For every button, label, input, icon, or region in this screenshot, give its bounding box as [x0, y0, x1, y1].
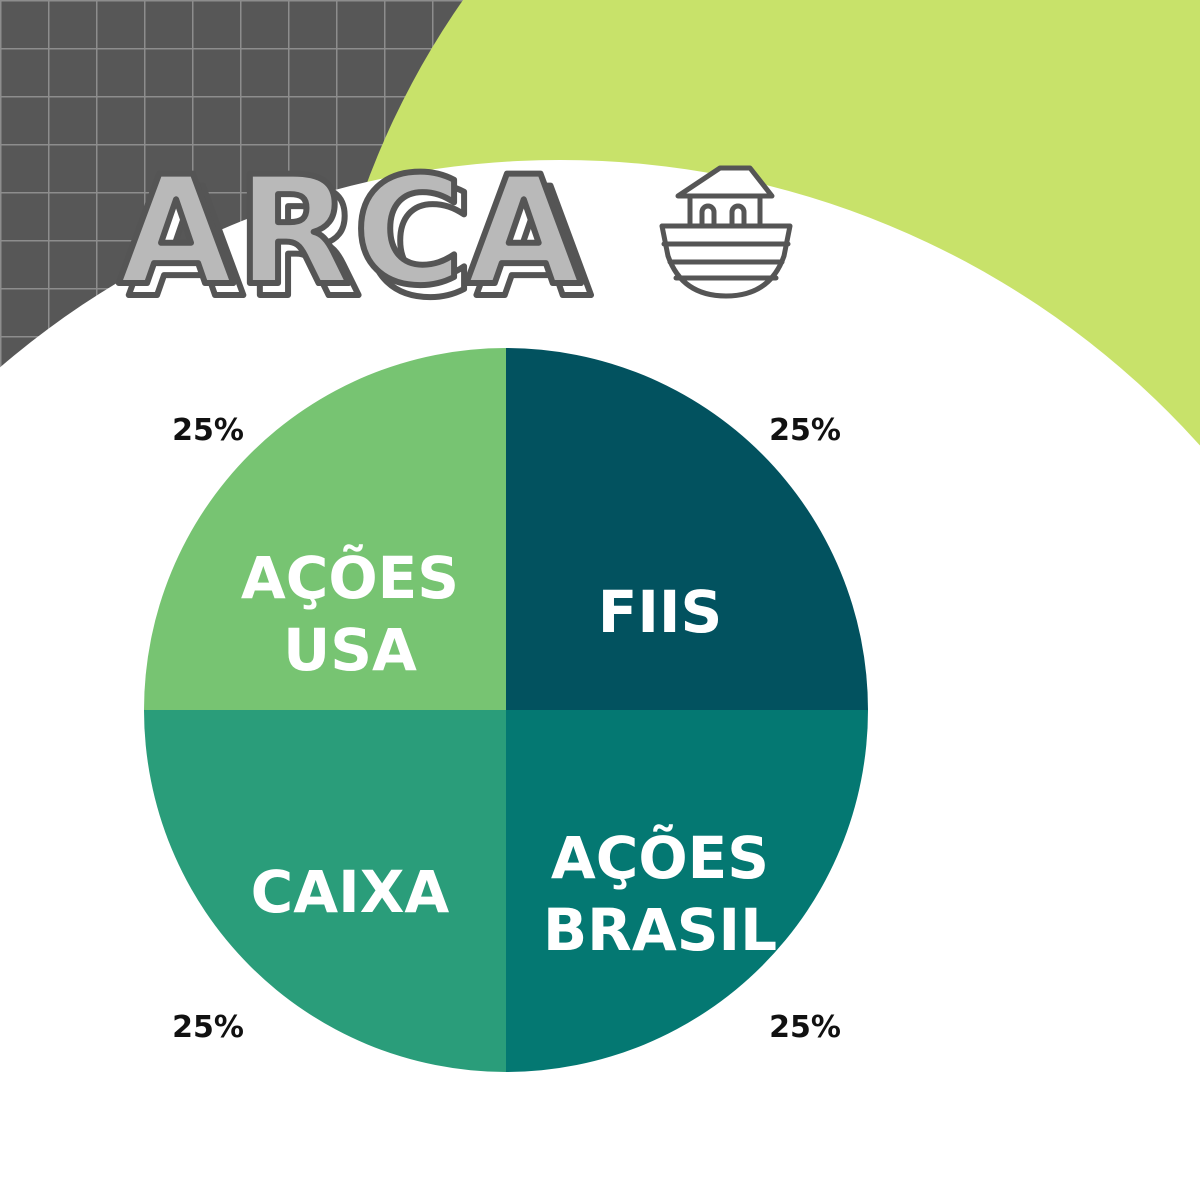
percentage-labels: 25% 25% 25% 25%	[172, 413, 841, 1045]
title-shadow: ARCA	[128, 157, 594, 331]
slice-label-bottom-left: CAIXA	[251, 858, 450, 926]
value-label-top-right: 25%	[769, 413, 841, 448]
value-label-bottom-left: 25%	[172, 1010, 244, 1045]
value-label-top-left: 25%	[172, 413, 244, 448]
slice-label-top-right: FIIS	[598, 578, 723, 646]
value-label-bottom-right: 25%	[769, 1010, 841, 1045]
title-group: ARCA ARCA	[115, 142, 595, 334]
ark-icon	[659, 165, 793, 299]
slice-label-bottom-right: AÇÕES	[551, 823, 769, 892]
slice-label-top-left: USA	[283, 616, 417, 684]
page-title: ARCA	[118, 145, 584, 319]
slice-label-bottom-right: BRASIL	[543, 896, 777, 964]
slice-label-top-left: AÇÕES	[241, 543, 459, 612]
